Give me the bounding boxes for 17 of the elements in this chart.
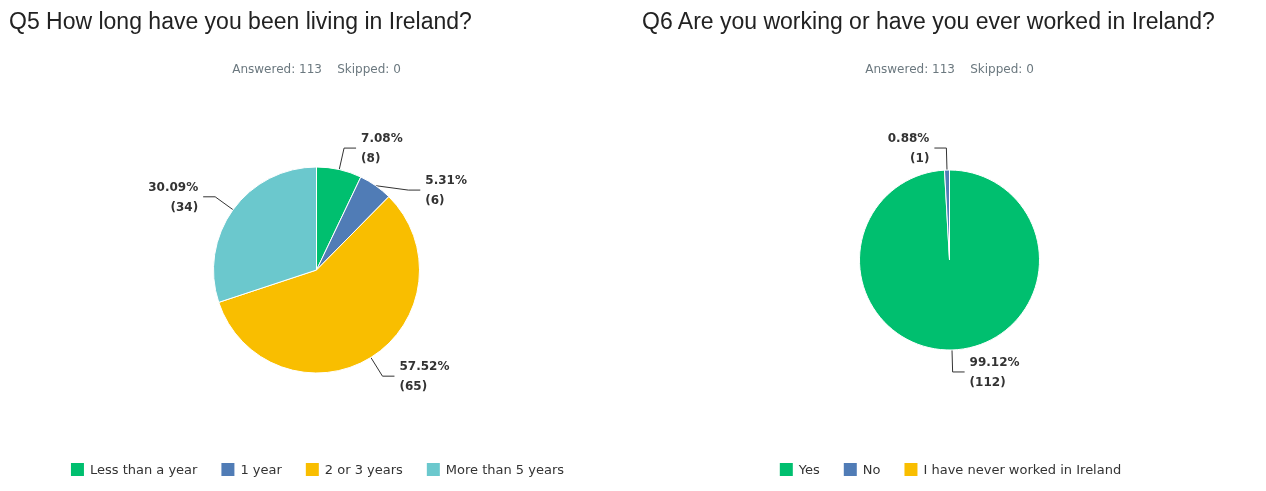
legend-label: I have never worked in Ireland: [923, 462, 1122, 477]
data-label: 0.88% (1): [887, 131, 930, 166]
data-label: 99.12% (112): [969, 354, 1020, 389]
chart-title: Q6 Are you working or have you ever worked in Ireland?: [642, 7, 1215, 34]
data-label: 57.52% (65): [399, 359, 450, 394]
legend-label: 2 or 3 years: [324, 462, 404, 477]
legend-label: No: [862, 462, 881, 477]
legend-label: 1 year: [240, 462, 283, 477]
data-label: 30.09% (34): [148, 179, 199, 214]
legend-label: Less than a year: [89, 462, 199, 477]
chart-title: Q5 How long have you been living in Ireland?: [9, 7, 472, 34]
data-label: 5.31% (6): [425, 173, 467, 208]
legend-label: Yes: [797, 462, 821, 477]
legend-label: More than 5 years: [445, 462, 565, 477]
data-label: 7.08% (8): [361, 131, 403, 166]
chart-subtitle: Answered: 113 Skipped: 0: [232, 62, 401, 76]
chart-subtitle: Answered: 113 Skipped: 0: [865, 62, 1034, 76]
